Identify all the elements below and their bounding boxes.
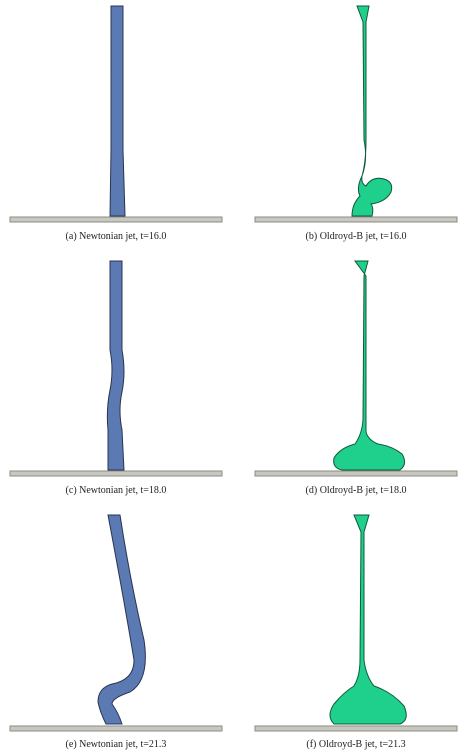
caption: (d) Oldroyd-B jet, t=18.0 bbox=[306, 485, 407, 496]
ground-plate bbox=[10, 217, 222, 222]
ground-plate bbox=[255, 726, 457, 731]
oldroyd-jet bbox=[334, 261, 405, 470]
newtonian-jet bbox=[110, 6, 125, 216]
caption: (f) Oldroyd-B jet, t=21.3 bbox=[306, 739, 405, 750]
ground-plate bbox=[10, 471, 222, 476]
figure: (a) Newtonian jet, t=16.0 (b) Oldroyd-B … bbox=[0, 0, 458, 755]
caption: (a) Newtonian jet, t=16.0 bbox=[66, 231, 167, 242]
ground-plate bbox=[10, 726, 222, 731]
oldroyd-jet bbox=[330, 515, 406, 724]
ground-plate bbox=[255, 471, 457, 476]
caption: (b) Oldroyd-B jet, t=16.0 bbox=[306, 231, 407, 242]
caption: (e) Newtonian jet, t=21.3 bbox=[66, 739, 167, 750]
newtonian-jet bbox=[107, 261, 124, 470]
oldroyd-jet bbox=[352, 6, 392, 216]
newtonian-jet bbox=[98, 515, 145, 724]
caption: (c) Newtonian jet, t=18.0 bbox=[66, 485, 167, 496]
ground-plate bbox=[255, 217, 457, 222]
